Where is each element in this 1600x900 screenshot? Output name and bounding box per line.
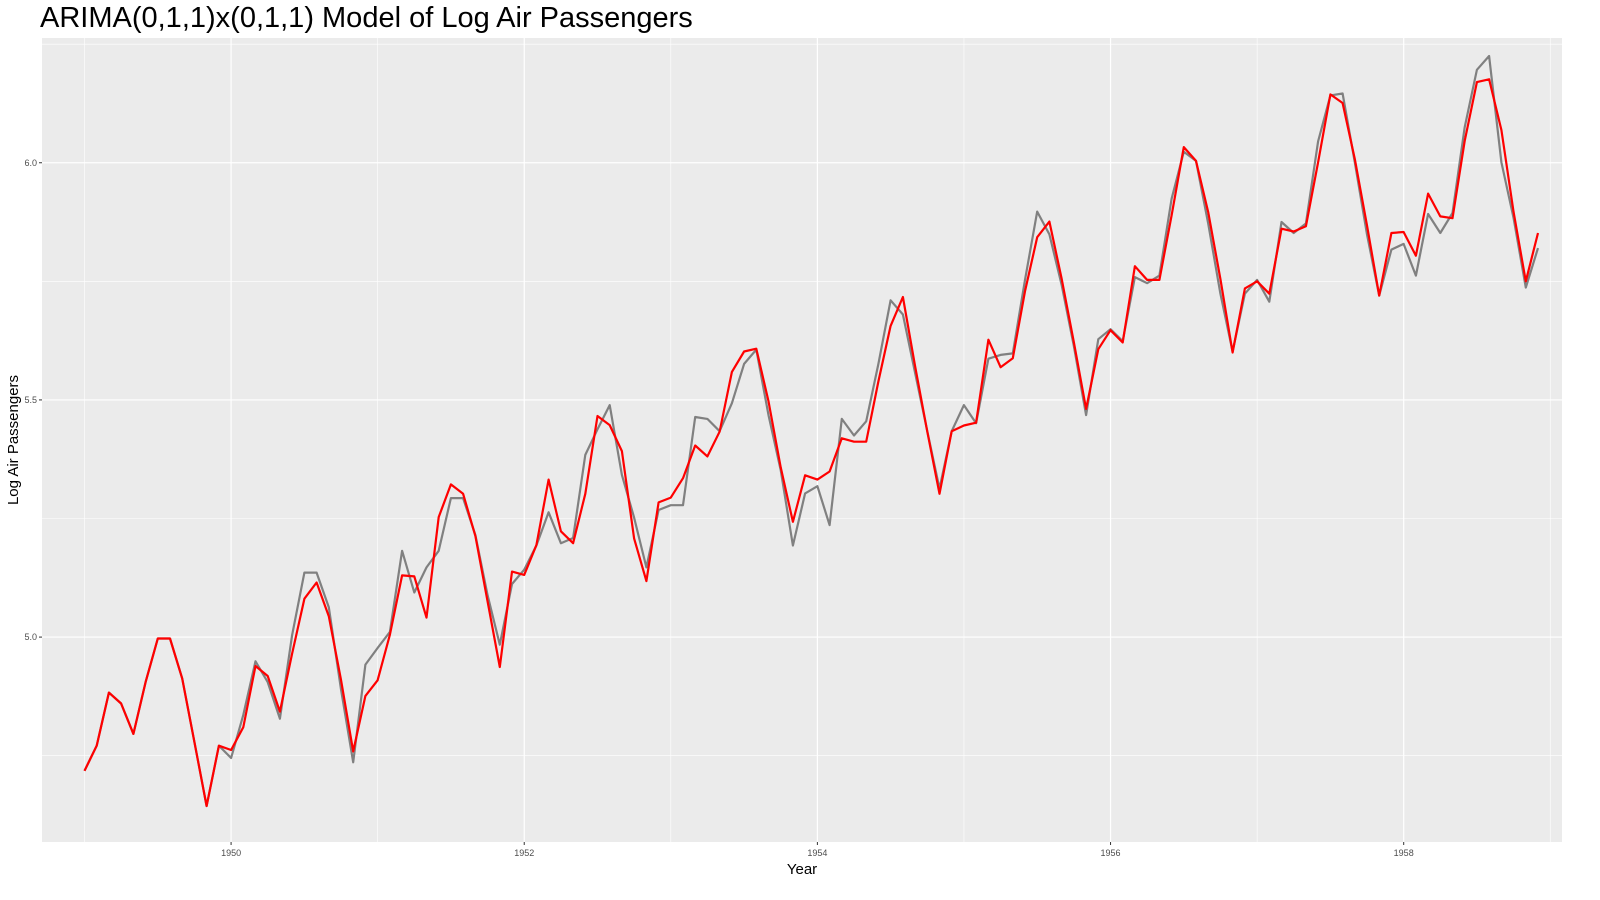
x-tick-label: 1958 [1394,848,1414,858]
x-tick-label: 1954 [807,848,827,858]
x-tick-label: 1952 [514,848,534,858]
chart-title: ARIMA(0,1,1)x(0,1,1) Model of Log Air Pa… [40,2,693,34]
series-line-2 [83,78,1540,808]
x-axis-title: Year [787,861,817,878]
y-tick-label: 5.5 [24,395,37,405]
y-tick-label: 5.0 [24,632,37,642]
x-tick-label: 1950 [221,848,241,858]
plot-panel [42,38,1562,842]
x-tick-label: 1956 [1101,848,1121,858]
y-tick-label: 6.0 [24,158,37,168]
y-axis-title: Log Air Passengers [5,375,22,505]
